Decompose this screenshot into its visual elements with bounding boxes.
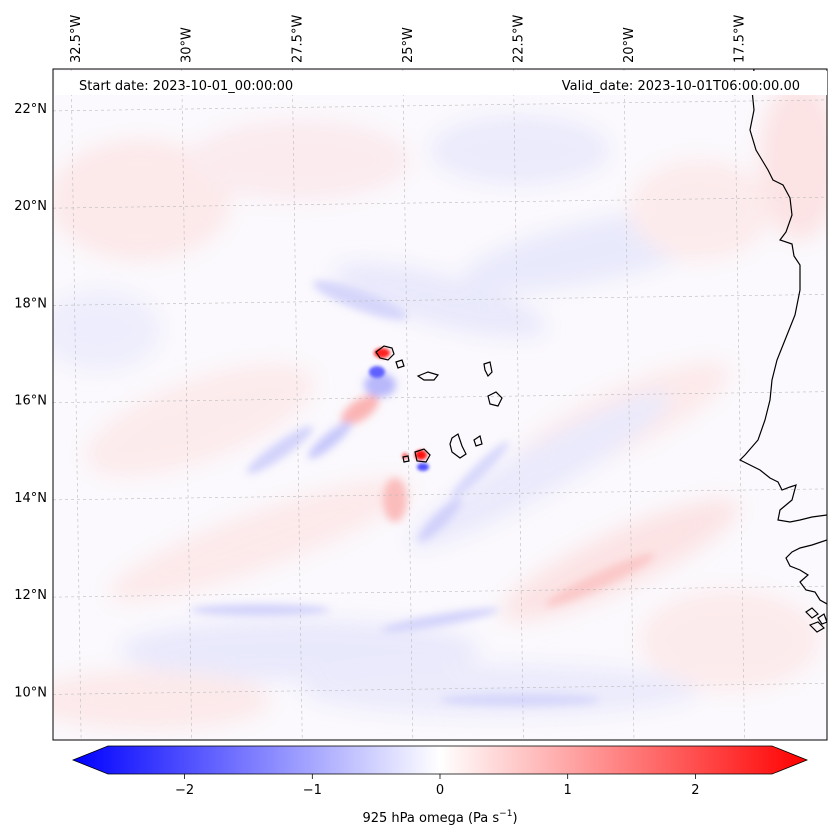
sal-island [483, 361, 493, 378]
sao-nicolau-island [416, 371, 440, 381]
meridian-gridline [291, 69, 303, 740]
colorbar-ticks: −2 −1 0 1 2 [175, 774, 700, 798]
colorbar-tick-label: 1 [564, 783, 572, 798]
longitude-tick-labels: 32.5°W 30°W 27.5°W 25°W 22.5°W 20°W 17.5°W [69, 15, 747, 63]
colorbar-label: 925 hPa omega (Pa s−1) [362, 809, 517, 826]
guinea-bissau-coastline [785, 539, 827, 605]
brava-island [402, 455, 410, 463]
maio-island [473, 435, 483, 447]
lat-tick-label: 12°N [14, 588, 47, 603]
colorbar-tick-label: 2 [691, 783, 699, 798]
lat-tick-label: 10°N [14, 685, 47, 700]
valid-date-label: Valid_date: 2023-10-01T06:00:00.00 [562, 79, 800, 94]
lon-tick-label: 17.5°W [733, 15, 748, 63]
colorbar-tick-label: −1 [303, 783, 322, 798]
colorbar: −2 −1 0 1 2 925 hPa omega (Pa s−1) [71, 745, 809, 826]
meridian-gridline [402, 69, 414, 740]
annotation-strip [55, 71, 827, 95]
lon-tick-label: 22.5°W [511, 15, 526, 63]
map-panel [52, 68, 828, 741]
lat-tick-label: 20°N [14, 199, 47, 214]
lat-tick-label: 16°N [14, 394, 47, 409]
lon-tick-label: 27.5°W [290, 15, 305, 63]
omega-field [53, 80, 827, 730]
lat-tick-label: 14°N [14, 491, 47, 506]
lon-tick-label: 32.5°W [69, 15, 84, 63]
meridian-gridline [734, 69, 745, 740]
fogo-island [414, 448, 431, 463]
bijagos-islands [805, 607, 827, 633]
lat-tick-label: 18°N [14, 296, 47, 311]
west-africa-coastline [738, 69, 827, 523]
latitude-tick-labels: 22°N 20°N 18°N 16°N 14°N 12°N 10°N [14, 102, 47, 700]
colorbar-bar [71, 745, 809, 775]
santiago-island [449, 433, 467, 459]
lat-tick-label: 22°N [14, 102, 47, 117]
colorbar-label-main: 925 hPa omega (Pa s [362, 811, 499, 826]
lon-tick-label: 25°W [401, 27, 416, 63]
meridian-gridline [623, 69, 635, 740]
meridian-gridline [70, 69, 82, 740]
santo-antao-island [375, 345, 395, 361]
boa-vista-island [487, 391, 503, 407]
colorbar-label-exponent: −1 [499, 809, 512, 819]
map-frame [52, 68, 828, 741]
colorbar-label-close: ) [512, 811, 517, 826]
start-date-label: Start date: 2023-10-01_00:00:00 [79, 79, 293, 94]
lon-tick-label: 30°W [180, 27, 195, 63]
meridian-gridline [513, 69, 524, 740]
gridlines [53, 69, 827, 740]
lon-tick-label: 20°W [622, 27, 637, 63]
sao-vicente-island [395, 359, 405, 369]
coastlines [375, 69, 827, 633]
colorbar-tick-label: −2 [175, 783, 194, 798]
colorbar-tick-label: 0 [436, 783, 444, 798]
meridian-gridline [181, 69, 192, 740]
